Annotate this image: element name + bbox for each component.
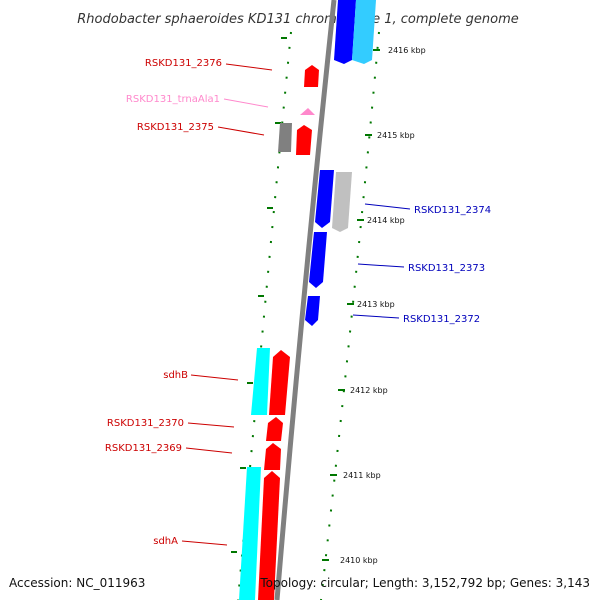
label-sdha[interactable]: sdhA <box>153 536 178 547</box>
scale-labels: 2416 kbp 2415 kbp 2414 kbp 2413 kbp 2412… <box>340 46 426 565</box>
label-rskd131-2369[interactable]: RSKD131_2369 <box>105 443 182 454</box>
accession-text: Accession: NC_011963 <box>9 576 145 590</box>
label-rskd131-2370[interactable]: RSKD131_2370 <box>107 418 184 429</box>
backbone-line <box>274 0 337 600</box>
tick-label-2414: 2414 kbp <box>367 216 405 225</box>
label-rskd131-2376[interactable]: RSKD131_2376 <box>145 58 222 69</box>
leader-sdha <box>181 540 228 546</box>
gene-arrow-pseudo-gray <box>278 123 292 152</box>
gene-arrow-rskd131-2369 <box>264 443 281 470</box>
tick-label-2415: 2415 kbp <box>377 131 415 140</box>
gene-arrow-blue-top <box>334 0 356 64</box>
tick-label-2416: 2416 kbp <box>388 46 426 55</box>
leader-rskd131-2374 <box>364 203 411 210</box>
inner-tick-ring <box>237 31 292 600</box>
gene-cds-sdhb-cyan <box>251 348 270 415</box>
leader-rskd131-2370 <box>187 422 235 428</box>
tick-label-2410: 2410 kbp <box>340 556 378 565</box>
leader-lines <box>181 63 411 546</box>
tick-label-2412: 2412 kbp <box>350 386 388 395</box>
leader-rskd131-2369 <box>185 447 233 454</box>
leader-sdhb <box>190 374 239 381</box>
outer-tick-ring <box>320 31 380 600</box>
gene-cds-sdha-cyan <box>239 467 261 600</box>
gene-arrow-cyan-top <box>352 0 376 64</box>
gene-labels: RSKD131_2376 RSKD131_trnaAla1 RSKD131_23… <box>105 58 491 547</box>
label-rskd131-2373[interactable]: RSKD131_2373 <box>408 263 485 274</box>
tick-label-2411: 2411 kbp <box>343 471 381 480</box>
gene-arrow-sdha <box>258 471 280 600</box>
gene-arrow-rskd131-2370 <box>266 417 283 441</box>
gene-arrow-rskd131-2376 <box>304 65 319 87</box>
leader-rskd131-2372 <box>352 314 400 319</box>
gene-arrow-rskd131-2372 <box>305 296 320 326</box>
gene-arrow-sdhb <box>269 350 290 415</box>
gene-arrow-rskd131-2373 <box>309 232 327 288</box>
map-title: Rhodobacter sphaeroides KD131 chromosome… <box>77 12 518 27</box>
leader-rskd131-2376 <box>225 63 273 71</box>
gene-arrow-rskd131-2374 <box>315 170 334 228</box>
label-sdhb[interactable]: sdhB <box>163 370 188 381</box>
tick-label-2413: 2413 kbp <box>357 300 395 309</box>
trna-marker <box>300 108 315 115</box>
outer-major-ticks <box>322 49 380 561</box>
label-rskd131-2374[interactable]: RSKD131_2374 <box>414 205 491 216</box>
genome-summary-text: Topology: circular; Length: 3,152,792 bp… <box>259 576 590 590</box>
label-rskd131-trnaala1[interactable]: RSKD131_trnaAla1 <box>126 94 220 105</box>
gene-arrow-gray-2374 <box>332 172 352 232</box>
leader-trna <box>223 98 269 108</box>
label-rskd131-2372[interactable]: RSKD131_2372 <box>403 314 480 325</box>
label-rskd131-2375[interactable]: RSKD131_2375 <box>137 122 214 133</box>
leader-rskd131-2373 <box>357 263 405 268</box>
gene-arrow-rskd131-2375 <box>296 125 312 155</box>
leader-rskd131-2375 <box>217 126 265 136</box>
